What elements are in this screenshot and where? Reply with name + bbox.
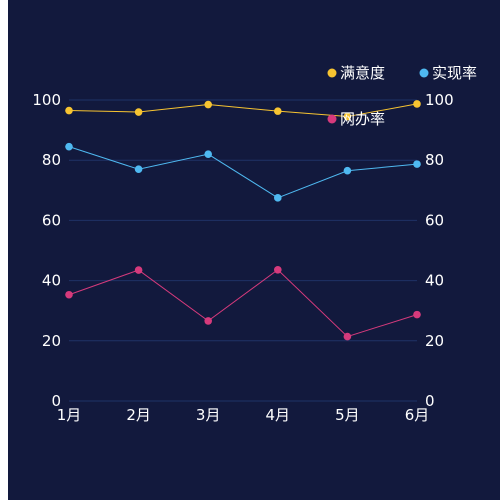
x-tick-label: 3月 (196, 406, 221, 424)
y-right-tick-label: 40 (425, 272, 444, 290)
y-left-tick-label: 40 (42, 272, 61, 290)
data-point[interactable] (204, 150, 212, 158)
data-point[interactable] (274, 107, 282, 115)
y-left-tick-label: 80 (42, 151, 61, 169)
y-left-tick-label: 60 (42, 211, 61, 229)
data-point[interactable] (134, 108, 143, 116)
y-right-tick-label: 100 (425, 91, 454, 109)
data-point[interactable] (343, 166, 352, 175)
series-line (68, 269, 418, 338)
x-tick-label: 2月 (126, 406, 151, 424)
legend-label-online-rate: 网办率 (340, 110, 385, 128)
x-tick-label: 5月 (335, 406, 360, 424)
y-right-tick-label: 20 (425, 332, 444, 350)
series-line (68, 103, 418, 118)
data-point[interactable] (134, 165, 143, 174)
legend-item-satisfaction[interactable]: 满意度 (327, 64, 386, 82)
data-point[interactable] (413, 160, 421, 168)
chart-panel (8, 0, 500, 500)
y-right-tick-label: 60 (425, 211, 444, 229)
legend-marker-realization (419, 68, 429, 78)
data-point[interactable] (413, 310, 421, 319)
y-left-tick-label: 0 (51, 392, 61, 410)
y-right-tick-label: 80 (425, 151, 444, 169)
legend-label-satisfaction: 满意度 (340, 64, 385, 82)
legend-item-realization[interactable]: 实现率 (419, 64, 478, 82)
data-point[interactable] (413, 100, 421, 108)
legend-item-online-rate[interactable]: 网办率 (327, 110, 386, 128)
legend-marker-online-rate (327, 114, 337, 124)
data-point[interactable] (274, 265, 282, 274)
y-axis-right: 0 20 40 60 80 100 (425, 91, 454, 410)
data-point[interactable] (65, 290, 73, 299)
x-axis: 1月 2月 3月 4月 5月 6月 (57, 406, 430, 424)
series-2 (65, 265, 421, 341)
data-point[interactable] (134, 266, 143, 274)
grid-lines (69, 99, 417, 402)
legend-label-realization: 实现率 (432, 64, 477, 82)
series-line (68, 146, 418, 199)
data-point[interactable] (65, 106, 73, 115)
data-point[interactable] (274, 194, 282, 202)
data-point[interactable] (343, 112, 352, 121)
y-left-tick-label: 20 (42, 332, 61, 350)
legend-marker-satisfaction (327, 68, 337, 78)
series-0 (65, 100, 421, 121)
series-1 (65, 142, 421, 202)
data-point[interactable] (65, 142, 73, 151)
y-left-tick-label: 100 (32, 91, 61, 109)
legend[interactable]: 满意度 实现率 网办率 (327, 64, 478, 128)
y-axis-left: 0 20 40 60 80 100 (32, 91, 61, 410)
series-layer (65, 100, 421, 341)
x-tick-label: 4月 (266, 406, 291, 424)
data-point[interactable] (204, 317, 212, 325)
x-tick-label: 1月 (57, 406, 82, 424)
x-tick-label: 6月 (405, 406, 430, 424)
data-point[interactable] (204, 100, 212, 109)
data-point[interactable] (343, 332, 352, 341)
y-right-tick-label: 0 (425, 392, 435, 410)
